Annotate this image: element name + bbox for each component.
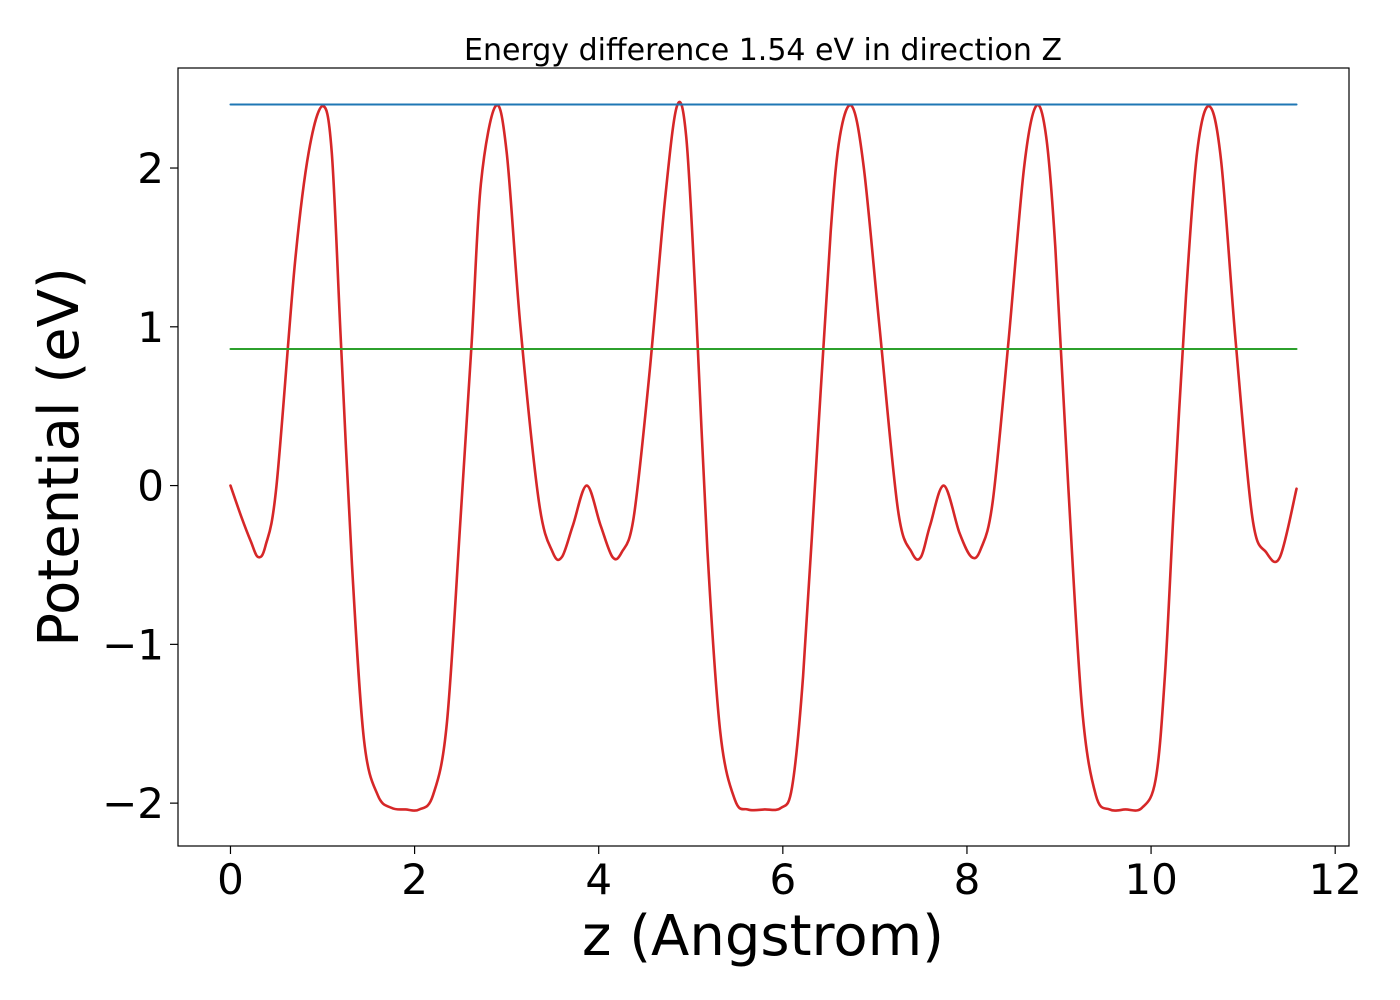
y-tick-label-3: 1	[137, 303, 164, 352]
y-tick-label-2: 0	[137, 462, 164, 511]
y-tick-label-4: 2	[137, 144, 164, 193]
y-tick-label-1: −1	[102, 620, 164, 669]
x-tick-label-4: 8	[954, 855, 981, 904]
x-axis-label: z (Angstrom)	[582, 904, 944, 969]
x-tick-label-2: 4	[585, 855, 612, 904]
y-axis-label: Potential (eV)	[27, 267, 92, 647]
x-tick-label-6: 12	[1308, 855, 1361, 904]
x-tick-label-1: 2	[401, 855, 428, 904]
plot-area-frame	[177, 67, 1350, 847]
chart-title: Energy difference 1.54 eV in direction Z	[464, 33, 1062, 68]
x-tick-label-3: 6	[769, 855, 796, 904]
x-tick-label-5: 10	[1124, 855, 1177, 904]
x-axis-ticks: 0 2 4 6 8 10 12	[217, 846, 1362, 904]
x-tick-label-0: 0	[217, 855, 244, 904]
series-line-0	[229, 100, 1298, 812]
series-layer	[229, 100, 1298, 812]
y-axis-ticks: −2 −1 0 1 2	[102, 144, 178, 828]
y-tick-label-0: −2	[102, 779, 164, 828]
